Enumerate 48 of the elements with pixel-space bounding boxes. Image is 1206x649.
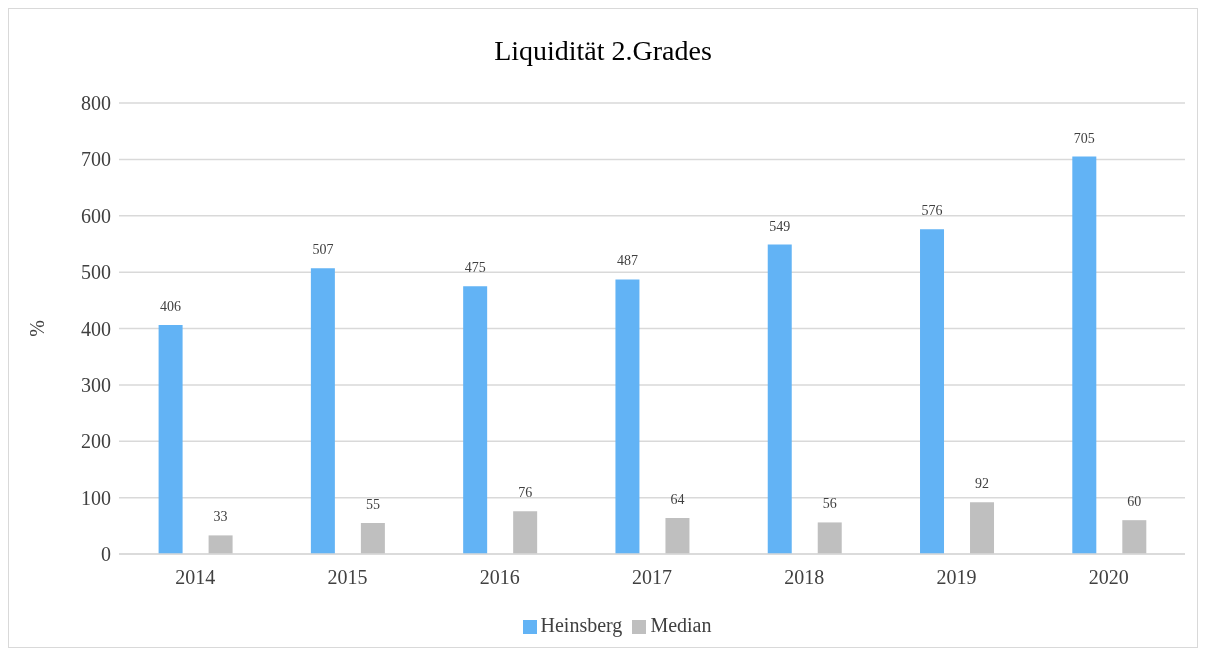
bar xyxy=(463,286,488,554)
y-tick-label: 500 xyxy=(81,261,111,284)
bar xyxy=(513,511,538,554)
bar xyxy=(767,244,792,554)
y-tick-label: 100 xyxy=(81,486,111,509)
legend-label: Heinsberg xyxy=(540,614,623,636)
data-label: 406 xyxy=(160,299,182,315)
y-axis-title: % xyxy=(26,320,49,337)
y-tick-label: 300 xyxy=(81,373,111,396)
x-tick-label: 2014 xyxy=(175,566,216,589)
bar xyxy=(158,325,183,554)
x-tick-label: 2018 xyxy=(784,566,825,589)
bar xyxy=(615,279,640,554)
y-tick-label: 200 xyxy=(81,430,111,453)
data-label: 549 xyxy=(769,218,791,234)
x-tick-label: 2016 xyxy=(479,566,520,589)
data-label: 76 xyxy=(518,485,533,501)
y-tick-label: 0 xyxy=(101,543,111,566)
y-tick-label: 800 xyxy=(81,92,111,115)
x-tick-label: 2019 xyxy=(936,566,977,589)
bar xyxy=(310,268,335,554)
data-label: 487 xyxy=(616,253,638,269)
bar xyxy=(920,229,945,554)
x-tick-label: 2020 xyxy=(1088,566,1129,589)
y-tick-label: 600 xyxy=(81,204,111,227)
bar xyxy=(360,522,385,554)
legend-label: Median xyxy=(650,614,712,636)
bar xyxy=(1122,520,1147,554)
y-tick-label: 700 xyxy=(81,148,111,171)
data-label: 33 xyxy=(213,509,228,525)
bar xyxy=(665,517,690,554)
x-tick-label: 2017 xyxy=(632,566,672,589)
bar xyxy=(970,502,995,554)
data-label: 92 xyxy=(975,476,990,492)
data-label: 576 xyxy=(921,203,943,219)
bar xyxy=(817,522,842,554)
data-label: 60 xyxy=(1127,494,1142,510)
data-label: 705 xyxy=(1073,130,1095,146)
bar xyxy=(208,535,233,554)
data-label: 56 xyxy=(822,496,837,512)
data-label: 55 xyxy=(365,496,380,512)
y-tick-label: 400 xyxy=(81,317,111,340)
data-label: 64 xyxy=(670,491,685,507)
bar xyxy=(1072,156,1097,554)
data-label: 475 xyxy=(464,260,486,276)
chart-title: Liquidität 2.Grades xyxy=(493,35,713,67)
data-label: 507 xyxy=(312,242,334,258)
x-tick-label: 2015 xyxy=(327,566,368,589)
